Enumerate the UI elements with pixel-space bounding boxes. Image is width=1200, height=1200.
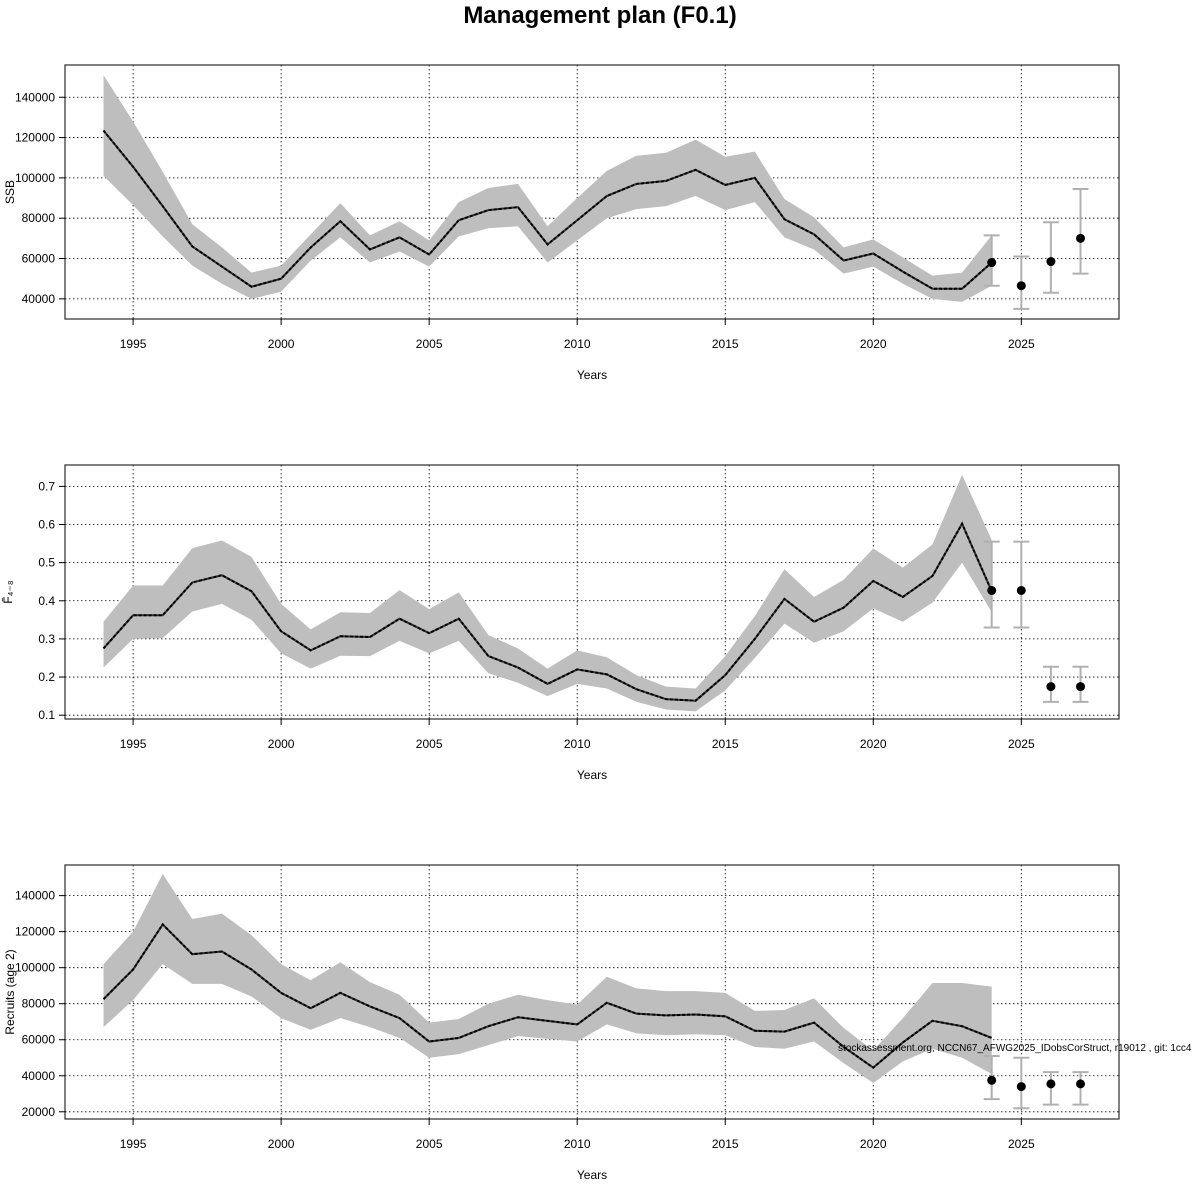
recruitment-panel: 1995 2000 2005 2010 2015 2020 2025 20000 40000 60…	[3, 864, 1120, 1182]
y-tick-label: 0.6	[38, 517, 55, 531]
x-tick-label: 1995	[120, 337, 147, 351]
estimate-line-dashed	[102, 521, 993, 702]
x-tick-label: 2005	[416, 737, 443, 751]
x-tick-label: 2020	[860, 1137, 887, 1151]
x-tick-label: 2000	[268, 1137, 295, 1151]
x-tick-label: 2015	[712, 737, 739, 751]
y-axis-label: F̄₄₋₈	[1, 580, 15, 604]
projection-point	[987, 1075, 997, 1085]
y-tick-label: 60000	[22, 1033, 56, 1047]
y-tick-label: 140000	[15, 889, 55, 903]
estimate-line-dashed	[102, 129, 993, 290]
projection-point	[1016, 585, 1026, 595]
projection-point	[987, 585, 997, 595]
x-tick-label: 2005	[416, 1137, 443, 1151]
y-tick-label: 0.3	[38, 632, 55, 646]
x-tick-label: 1995	[120, 737, 147, 751]
y-tick-label: 0.2	[38, 670, 55, 684]
y-tick-label: 100000	[15, 171, 55, 185]
x-tick-label: 2025	[1008, 737, 1035, 751]
y-tick-label: 120000	[15, 925, 55, 939]
y-tick-label: 140000	[15, 90, 55, 104]
projection-point	[1076, 1079, 1086, 1089]
y-tick-label: 0.4	[38, 594, 55, 608]
x-tick-label: 2005	[416, 337, 443, 351]
x-tick-label: 2015	[712, 337, 739, 351]
x-tick-label: 2025	[1008, 1137, 1035, 1151]
ssb-panel: 1995 2000 2005 2010 2015 2020 2025 40000 60000 80…	[3, 64, 1120, 382]
y-tick-label: 20000	[22, 1105, 56, 1119]
estimate-line-dashed	[102, 922, 993, 1069]
plot-frame	[64, 64, 1120, 320]
y-tick-label: 40000	[22, 292, 56, 306]
fishing-mortality-panel: 1995 2000 2005 2010 2015 2020 2025 0.1 0.2 0.3 0.4…	[1, 464, 1120, 782]
x-tick-label: 2010	[564, 737, 591, 751]
x-tick-label: 2020	[860, 737, 887, 751]
y-tick-label: 0.1	[38, 708, 55, 722]
x-tick-label: 2000	[268, 737, 295, 751]
x-tick-label: 2010	[564, 337, 591, 351]
y-tick-label: 80000	[22, 997, 56, 1011]
confidence-band	[103, 474, 992, 712]
x-axis-label: Years	[577, 368, 607, 382]
footnote: stockassessment.org, NCCN67_AFWG2025_IDo…	[838, 1043, 1192, 1054]
projection-point	[1046, 1079, 1056, 1089]
x-tick-label: 2015	[712, 1137, 739, 1151]
projection-point	[1076, 682, 1086, 692]
x-tick-label: 2025	[1008, 337, 1035, 351]
y-tick-label: 40000	[22, 1069, 56, 1083]
plot-frame	[64, 864, 1120, 1120]
y-tick-label: 60000	[22, 252, 56, 266]
projection-point	[1046, 257, 1056, 267]
x-tick-label: 2010	[564, 1137, 591, 1151]
x-tick-label: 2020	[860, 337, 887, 351]
projection-point	[987, 258, 997, 268]
confidence-band	[103, 75, 992, 302]
projection-point	[1046, 682, 1056, 692]
y-axis-label: Recruits (age 2)	[3, 949, 17, 1034]
x-axis-label: Years	[577, 1168, 607, 1182]
x-tick-label: 2000	[268, 337, 295, 351]
x-tick-label: 1995	[120, 1137, 147, 1151]
plot-frame	[64, 464, 1120, 720]
y-tick-label: 0.5	[38, 556, 55, 570]
projection-point	[1076, 233, 1086, 243]
y-tick-label: 120000	[15, 131, 55, 145]
projection-point	[1016, 281, 1026, 291]
y-tick-label: 100000	[15, 961, 55, 975]
y-tick-label: 0.7	[38, 479, 55, 493]
x-axis-label: Years	[577, 768, 607, 782]
y-tick-label: 80000	[22, 211, 56, 225]
projection-point	[1016, 1082, 1026, 1092]
y-axis-label: SSB	[3, 180, 17, 204]
page-title: Management plan (F0.1)	[463, 2, 737, 29]
